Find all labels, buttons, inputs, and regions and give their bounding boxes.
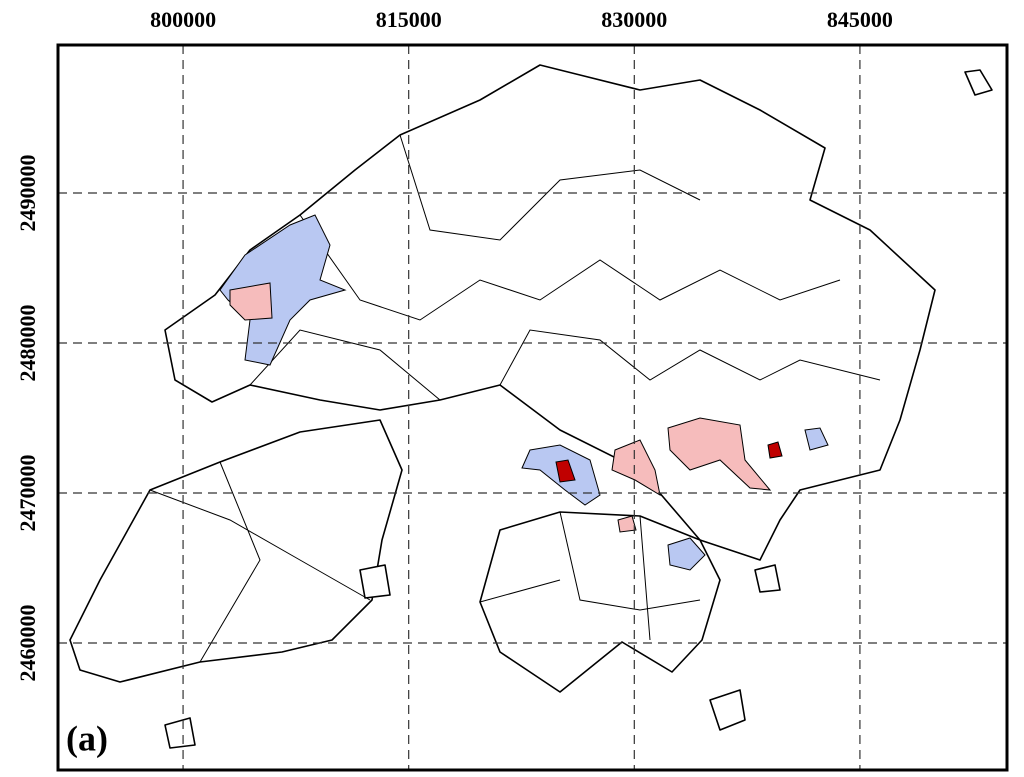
island <box>709 689 746 731</box>
district <box>617 515 637 533</box>
y-tick-label: 2490000 <box>15 155 40 232</box>
district <box>767 441 783 459</box>
axes: 800000 815000 830000 845000 2460000 2470000 24… <box>15 7 1007 770</box>
island <box>964 69 993 96</box>
map-frame <box>56 43 1009 772</box>
island <box>754 564 781 593</box>
hk-island <box>479 511 721 693</box>
x-tick-label: 830000 <box>601 7 667 32</box>
highlighted-districts <box>219 214 829 571</box>
landmass <box>69 64 993 749</box>
district <box>555 459 576 483</box>
y-tick-label: 2480000 <box>15 305 40 382</box>
new-territories <box>164 64 936 561</box>
district <box>611 439 661 497</box>
island <box>359 564 391 599</box>
island <box>164 717 196 749</box>
district <box>667 417 772 491</box>
district <box>804 427 829 451</box>
x-tick-label: 845000 <box>827 7 893 32</box>
district <box>667 537 706 571</box>
lantau <box>69 419 403 683</box>
district <box>229 282 273 321</box>
y-tick-label: 2470000 <box>15 454 40 531</box>
district-boundary <box>149 134 881 663</box>
x-tick-label: 800000 <box>150 7 216 32</box>
x-tick-label: 815000 <box>376 7 442 32</box>
y-tick-label: 2460000 <box>15 604 40 681</box>
panel-label: (a) <box>66 718 108 758</box>
